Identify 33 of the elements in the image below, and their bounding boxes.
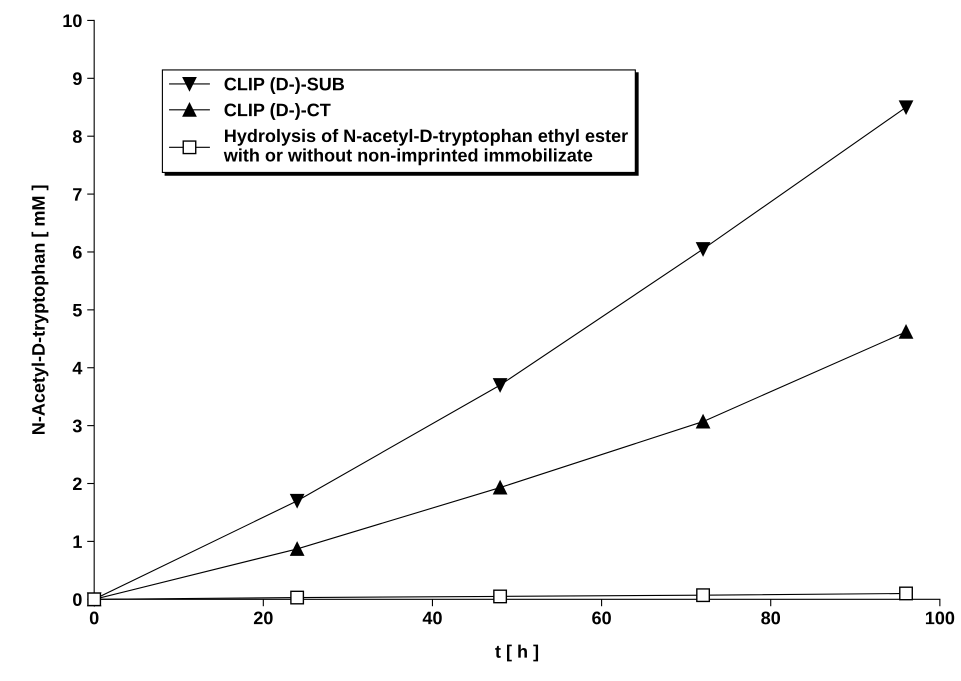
x-tick-label: 40	[422, 612, 442, 624]
x-tick-label: 100	[926, 612, 954, 624]
point	[290, 494, 304, 508]
y-tick-label: 10	[63, 14, 82, 28]
x-tick-label: 60	[592, 612, 611, 624]
x-tick-label: 80	[761, 612, 780, 624]
legend-label: CLIP (D-)-CT	[224, 103, 331, 120]
point	[899, 324, 913, 339]
point	[290, 590, 304, 604]
legend-label: Hydrolysis of N-acetyl-D-tryptophan ethyl ester with or without non-imprinted immobilizate	[224, 128, 628, 166]
point	[290, 542, 304, 556]
y-tick-label: 8	[72, 130, 82, 143]
x-axis-title: t [ h ]	[495, 644, 538, 662]
point	[493, 378, 508, 392]
y-tick-label: 3	[72, 420, 82, 432]
point	[696, 242, 710, 256]
y-tick-label: 7	[73, 188, 82, 201]
y-tick-label: 1	[73, 536, 82, 548]
y-tick-label: 9	[72, 72, 82, 86]
y-tick-label: 5	[72, 304, 82, 317]
point	[899, 100, 913, 114]
y-tick-label: 0	[73, 593, 82, 606]
y-tick-label: 2	[72, 477, 82, 490]
x-tick-label: 20	[254, 612, 273, 624]
y-axis-title: N-Acetyl-D-tryptophan [ mM ]	[32, 185, 48, 434]
point	[493, 480, 508, 495]
point	[696, 414, 710, 429]
y-tick-label: 6	[72, 246, 82, 259]
point	[696, 588, 710, 602]
legend-label: CLIP (D-)-SUB	[224, 77, 344, 94]
point	[493, 589, 508, 604]
y-tick-label: 4	[72, 362, 82, 374]
x-tick-label: 0	[90, 612, 98, 624]
